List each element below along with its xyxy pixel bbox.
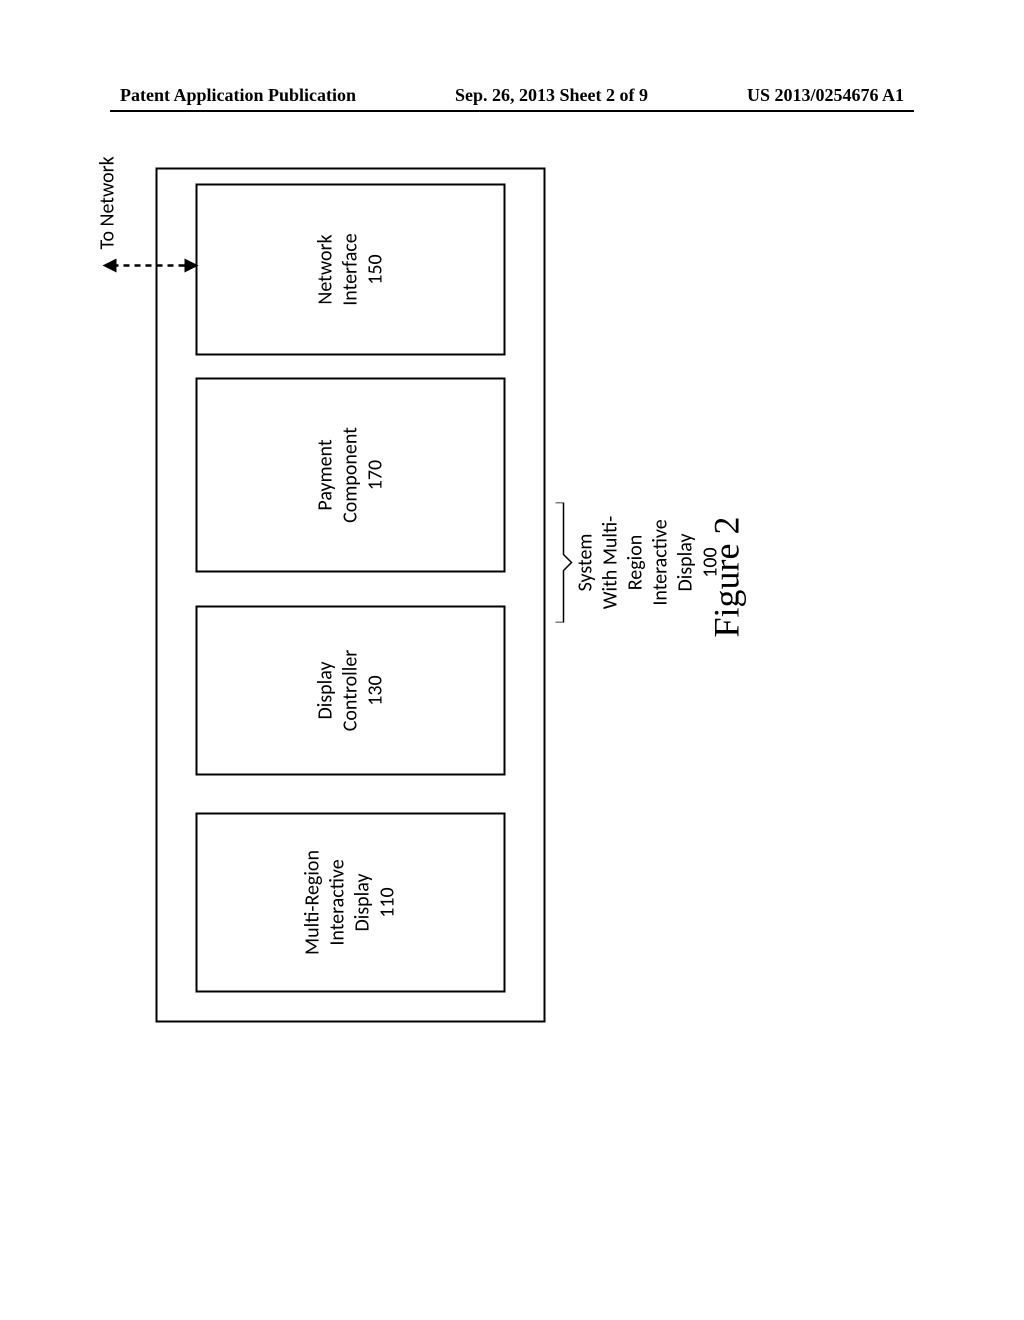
diagram-container: Multi-Region Interactive Display 110 Dis… [155,155,773,1028]
rotated-diagram: Multi-Region Interactive Display 110 Dis… [156,155,774,1028]
syslabel-line3: Interactive [649,503,674,623]
box1-line1: Interactive [326,859,351,945]
network-label: To Network [96,156,120,249]
box4-line0: Network [313,234,338,304]
box1-line3: 110 [376,887,401,917]
box2-line2: 130 [363,675,388,705]
syslabel-line0: System [574,503,599,623]
label-bracket [556,503,574,623]
system-label: System With Multi- Region Interactive Di… [556,503,724,623]
box-multi-region-display: Multi-Region Interactive Display 110 [196,813,506,993]
box3-line1: Component [338,427,363,523]
header-divider [110,110,914,112]
box-network-interface: Network Interface 150 [196,184,506,356]
page-header: Patent Application Publication Sep. 26, … [0,85,1024,106]
header-date-sheet: Sep. 26, 2013 Sheet 2 of 9 [455,85,648,106]
syslabel-line2: Region [624,503,649,623]
box3-line2: 170 [363,460,388,490]
box2-line0: Display [313,661,338,719]
box1-line2: Display [351,873,376,931]
box-payment-component: Payment Component 170 [196,378,506,573]
box4-line1: Interface [338,233,363,305]
header-publication: Patent Application Publication [120,85,356,106]
syslabel-line4: Display [674,503,699,623]
figure-label: Figure 2 [706,517,748,638]
syslabel-line1: With Multi- [599,503,624,623]
header-patent-number: US 2013/0254676 A1 [747,85,904,106]
box1-line0: Multi-Region [301,850,326,955]
box4-line2: 150 [363,254,388,284]
box2-line1: Controller [338,650,363,732]
network-arrow [101,254,201,278]
box-display-controller: Display Controller 130 [196,606,506,776]
box3-line0: Payment [313,439,338,510]
